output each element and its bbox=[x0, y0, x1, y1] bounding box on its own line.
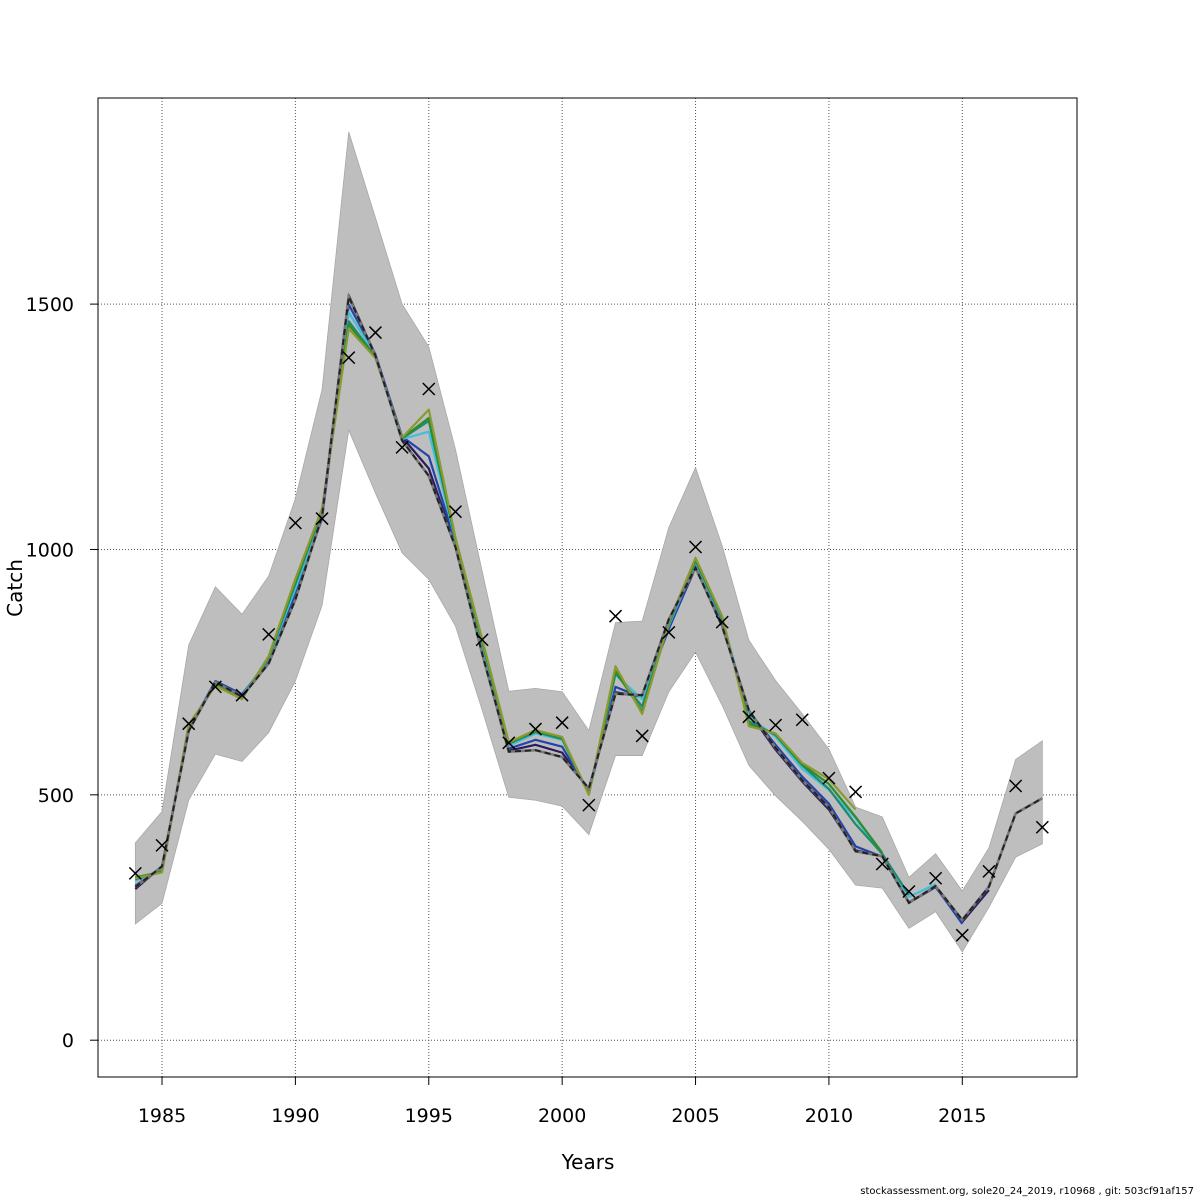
observed-point-1991 bbox=[315, 512, 329, 526]
observed-point-stroke bbox=[582, 798, 596, 812]
observed-point-stroke bbox=[288, 516, 302, 530]
observed-point-2000 bbox=[555, 716, 569, 730]
observed-point-stroke bbox=[502, 736, 516, 750]
x-tick-label: 2010 bbox=[805, 1105, 853, 1127]
observed-point-stroke bbox=[155, 838, 169, 852]
confidence-band bbox=[134, 131, 1043, 953]
observed-point-2013 bbox=[902, 884, 916, 899]
observed-point-stroke bbox=[608, 609, 623, 623]
observed-point-1990 bbox=[288, 516, 302, 530]
observed-point-stroke bbox=[368, 326, 382, 340]
x-tick-label: 2000 bbox=[538, 1105, 586, 1127]
observed-point-stroke bbox=[982, 864, 996, 878]
observed-point-2011 bbox=[849, 785, 863, 799]
y-axis: 0 500 1000 1500 bbox=[26, 294, 98, 1052]
y-tick-label: 500 bbox=[38, 785, 74, 807]
observed-point-1987 bbox=[208, 680, 222, 694]
observed-point-2002 bbox=[608, 609, 623, 623]
observed-point-1989 bbox=[262, 627, 276, 641]
observed-point-stroke bbox=[528, 722, 543, 736]
observed-point-stroke bbox=[769, 718, 783, 732]
observed-point-1993 bbox=[368, 326, 382, 340]
x-axis: 1985 1990 1995 2000 2005 2010 2015 bbox=[138, 1077, 986, 1127]
series-line-5 bbox=[135, 327, 857, 880]
observed-point-stroke bbox=[182, 717, 196, 731]
observed-point-stroke bbox=[235, 688, 249, 702]
observed-point-stroke bbox=[689, 540, 703, 554]
series-line-6-base bbox=[134, 291, 1043, 923]
observed-point-stroke bbox=[742, 710, 756, 724]
observed-point-stroke bbox=[395, 440, 409, 454]
observed-point-2003 bbox=[635, 729, 649, 743]
observed-point-1986 bbox=[182, 717, 196, 731]
observed-point-2005 bbox=[689, 540, 703, 554]
observed-point-1996 bbox=[448, 505, 462, 519]
observed-point-2015 bbox=[955, 928, 969, 942]
observed-point-1997 bbox=[475, 633, 489, 647]
observed-point-stroke bbox=[422, 382, 436, 396]
x-tick-label: 2015 bbox=[938, 1105, 986, 1127]
observed-point-2010 bbox=[822, 771, 836, 785]
observed-point-1998 bbox=[502, 736, 516, 750]
observed-point-stroke bbox=[902, 884, 916, 899]
observed-point-1988 bbox=[235, 688, 249, 702]
observed-point-2017 bbox=[1009, 779, 1023, 793]
observed-point-2004 bbox=[662, 625, 676, 639]
y-tick-label: 1000 bbox=[26, 539, 74, 561]
series-lines bbox=[134, 291, 1043, 925]
footer-caption: stockassessment.org, sole20_24_2019, r10… bbox=[860, 1186, 1194, 1197]
observed-markers bbox=[128, 326, 1049, 942]
observed-point-2001 bbox=[582, 798, 596, 812]
observed-point-stroke bbox=[1035, 820, 1049, 834]
observed-point-2007 bbox=[742, 710, 756, 724]
observed-point-2009 bbox=[795, 713, 809, 727]
observed-point-2016 bbox=[982, 864, 996, 878]
observed-point-2008 bbox=[769, 718, 783, 732]
observed-point-stroke bbox=[635, 729, 649, 743]
observed-point-stroke bbox=[208, 680, 222, 694]
observed-point-2018 bbox=[1035, 820, 1049, 834]
observed-point-stroke bbox=[315, 512, 329, 526]
observed-point-stroke bbox=[849, 785, 863, 799]
observed-point-1995 bbox=[422, 382, 436, 396]
observed-point-2014 bbox=[929, 871, 943, 885]
observed-point-stroke bbox=[448, 505, 462, 519]
observed-point-1992 bbox=[342, 351, 356, 365]
y-tick-label: 1500 bbox=[26, 294, 74, 316]
observed-point-stroke bbox=[715, 615, 729, 629]
observed-point-2006 bbox=[715, 615, 729, 629]
observed-point-stroke bbox=[342, 351, 356, 365]
x-tick-label: 1985 bbox=[138, 1105, 186, 1127]
observed-point-stroke bbox=[795, 713, 809, 727]
observed-point-stroke bbox=[128, 866, 142, 880]
observed-point-stroke bbox=[475, 633, 489, 647]
y-tick-label: 0 bbox=[62, 1030, 74, 1052]
y-axis-title: Catch bbox=[3, 559, 27, 617]
observed-point-1984 bbox=[128, 866, 142, 880]
observed-point-stroke bbox=[929, 871, 943, 885]
observed-point-stroke bbox=[955, 928, 969, 942]
observed-point-2012 bbox=[875, 857, 889, 871]
confidence-band-group bbox=[134, 131, 1043, 953]
observed-point-stroke bbox=[875, 857, 889, 871]
x-axis-title: Years bbox=[561, 1150, 615, 1174]
observed-point-stroke bbox=[555, 716, 569, 730]
observed-point-stroke bbox=[662, 625, 676, 639]
observed-point-stroke bbox=[822, 771, 836, 785]
observed-point-stroke bbox=[1009, 779, 1023, 793]
grid-lines bbox=[98, 98, 1077, 1077]
observed-point-1994 bbox=[395, 440, 409, 454]
observed-point-1999 bbox=[528, 722, 543, 736]
plot-frame bbox=[97, 97, 1078, 1078]
observed-point-1985 bbox=[155, 838, 169, 852]
observed-point-stroke bbox=[262, 627, 276, 641]
x-tick-label: 1990 bbox=[271, 1105, 319, 1127]
x-tick-label: 2005 bbox=[671, 1105, 719, 1127]
x-tick-label: 1995 bbox=[405, 1105, 453, 1127]
